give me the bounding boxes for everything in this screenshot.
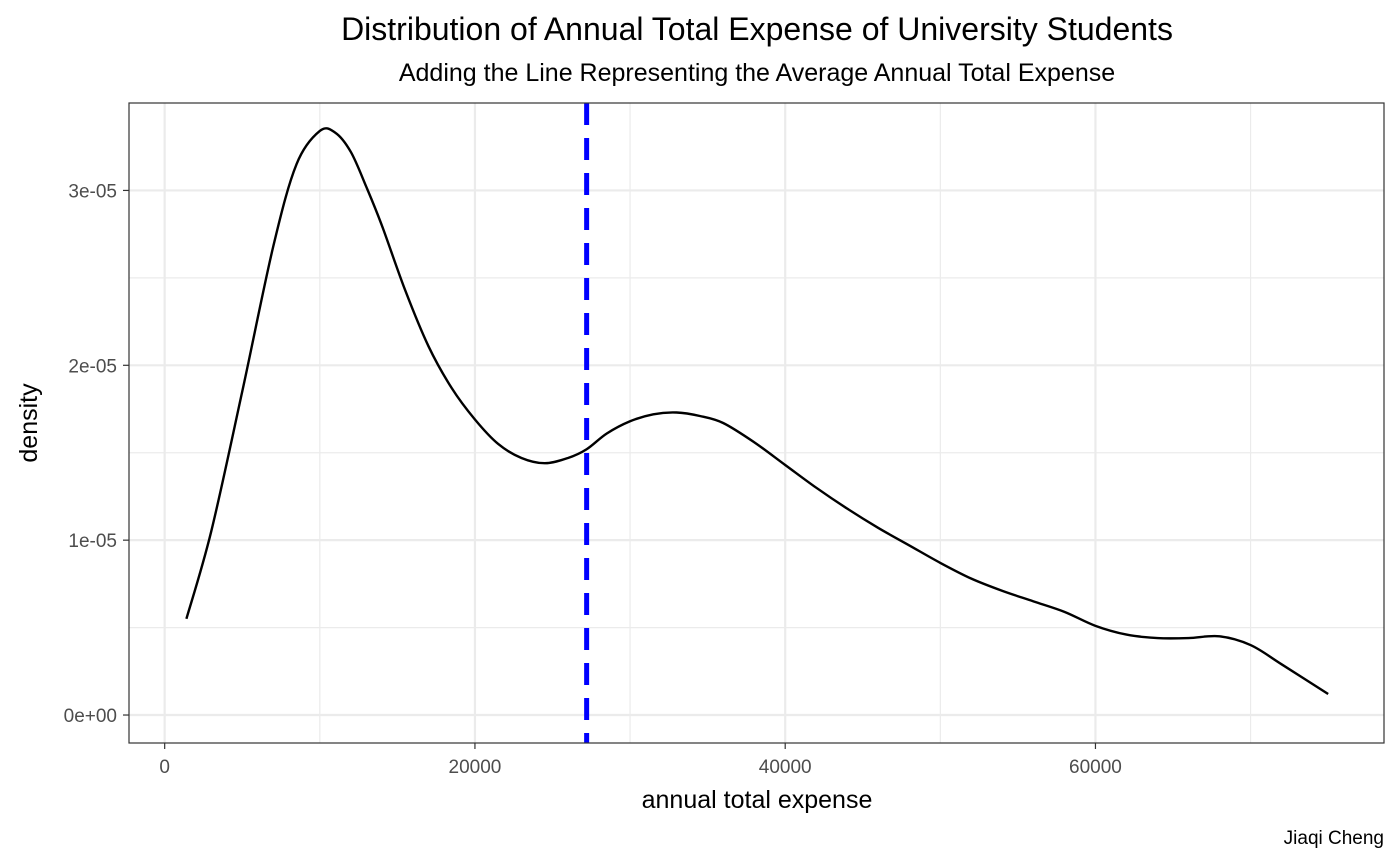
x-axis-title: annual total expense (642, 786, 873, 814)
y-tick-label: 1e-05 (68, 531, 117, 552)
x-tick-label: 40000 (759, 757, 812, 778)
y-axis-title: density (15, 383, 43, 463)
plot-panel-border (128, 102, 1385, 744)
grid (129, 103, 1384, 743)
chart-title: Distribution of Annual Total Expense of … (341, 11, 1173, 47)
plot-background (129, 103, 1384, 743)
y-axis: 0e+00 1e-05 2e-05 3e-05 (64, 181, 129, 727)
chart-caption: Jiaqi Cheng (1284, 828, 1384, 849)
y-tick-label: 3e-05 (68, 181, 117, 202)
y-tick-label: 2e-05 (68, 356, 117, 377)
x-tick-label: 0 (159, 757, 170, 778)
density-curve (185, 127, 1329, 696)
y-tick-label: 0e+00 (64, 706, 117, 727)
density-curve-layer (185, 127, 1329, 696)
x-tick-label: 60000 (1069, 757, 1122, 778)
x-tick-label: 20000 (449, 757, 502, 778)
chart-subtitle: Adding the Line Representing the Average… (399, 59, 1115, 87)
x-axis: 0 20000 40000 60000 (159, 743, 1122, 778)
